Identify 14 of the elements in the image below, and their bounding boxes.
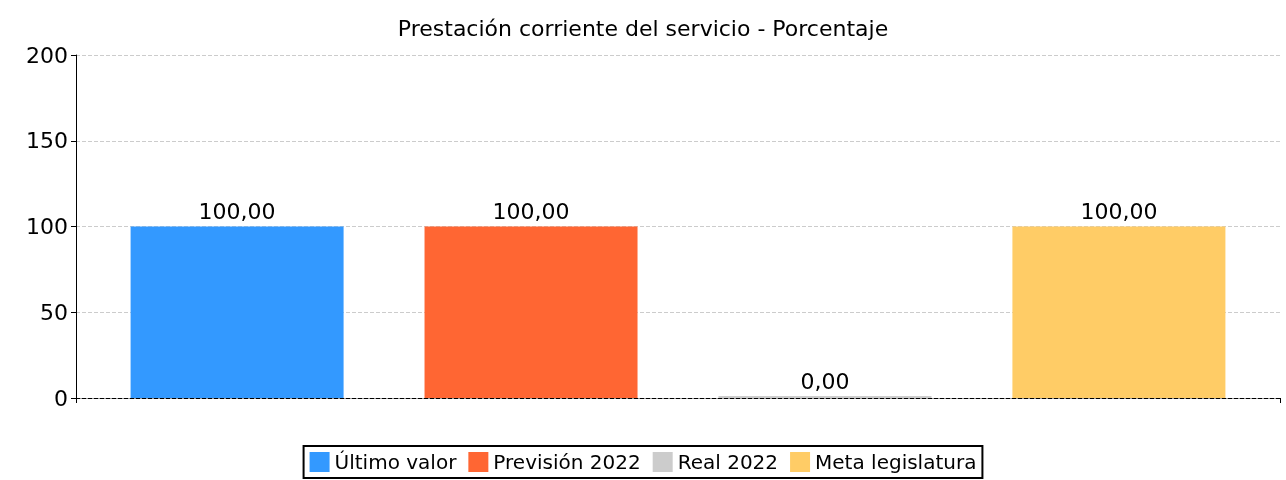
y-tick-label: 50 — [40, 299, 68, 325]
data-label: 100,00 — [198, 199, 276, 224]
data-label: 100,00 — [492, 199, 570, 224]
data-label: 100,00 — [1080, 199, 1158, 224]
y-tick-label: 100 — [26, 214, 68, 239]
legend-label: Real 2022 — [677, 450, 779, 474]
y-tick-label: 0 — [54, 385, 68, 411]
legend-label: Previsión 2022 — [493, 450, 641, 474]
legend-label: Meta legislatura — [815, 450, 977, 474]
legend-label: Último valor — [334, 450, 458, 474]
chart-title: Prestación corriente del servicio - Porcentaje — [397, 15, 889, 41]
data-label: 0,00 — [800, 368, 850, 394]
y-tick-label: 150 — [26, 128, 68, 154]
y-tick-label: 200 — [26, 42, 68, 68]
